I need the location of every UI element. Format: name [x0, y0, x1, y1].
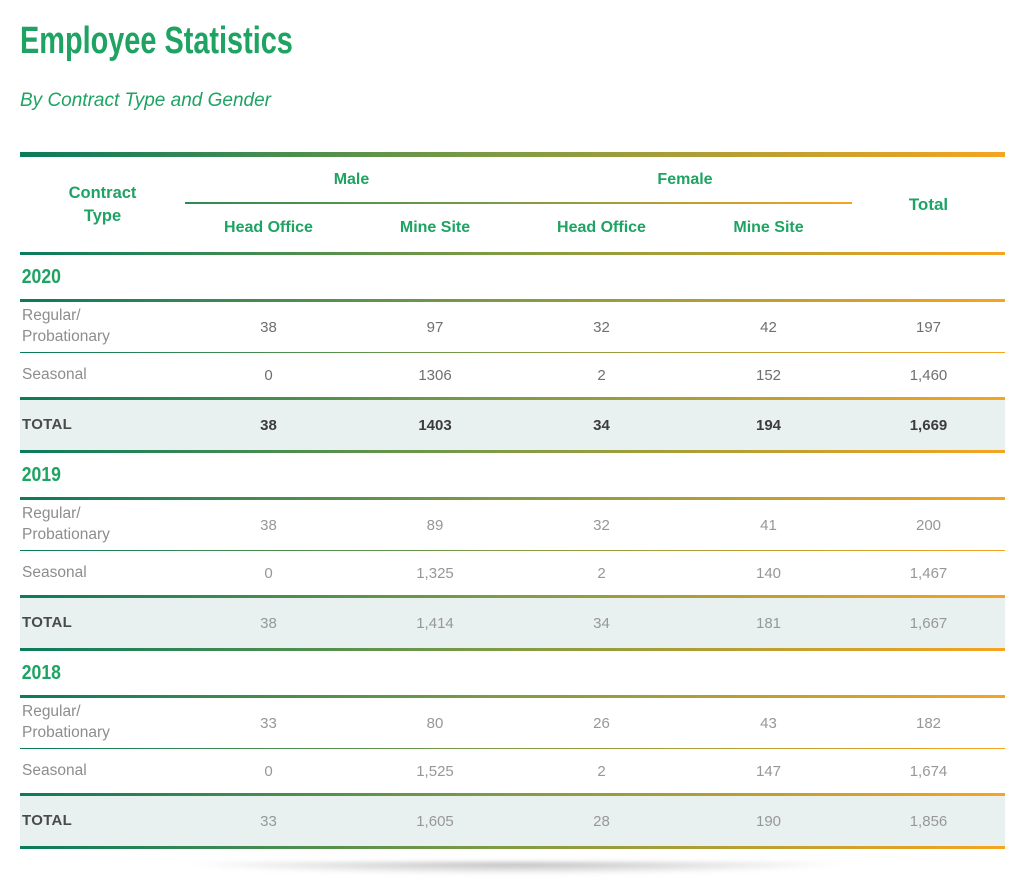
page-title: Employee Statistics	[20, 20, 1024, 62]
table-header: Contract Type Male Female Head Office Mi…	[20, 157, 1005, 252]
cell-female-head-office: 32	[518, 319, 685, 336]
year-section-2018: 2018 Regular/ Probationary 33 80 26 43 1…	[20, 651, 1005, 849]
cell-total: 200	[852, 517, 1005, 534]
divider	[20, 846, 1005, 849]
year-label: 2019	[20, 464, 61, 487]
cell-total: 1,460	[852, 367, 1005, 384]
row-total: TOTAL 33 1,605 28 190 1,856	[20, 796, 1005, 846]
cell-male-head-office: 33	[185, 715, 352, 732]
header-male-head-office: Head Office	[185, 204, 352, 252]
header-female-head-office: Head Office	[518, 204, 685, 252]
cell-female-mine-site: 42	[685, 319, 852, 336]
page-bottom-shadow	[45, 862, 985, 882]
header-total: Total	[852, 157, 1005, 252]
row-label: TOTAL	[20, 811, 138, 831]
cell-female-mine-site: 152	[685, 367, 852, 384]
year-row: 2018	[20, 651, 1005, 695]
header-contract-type: Contract Type	[20, 157, 185, 252]
cell-male-mine-site: 89	[352, 517, 518, 534]
cell-female-mine-site: 140	[685, 565, 852, 582]
cell-female-head-office: 26	[518, 715, 685, 732]
cell-male-head-office: 0	[185, 367, 352, 384]
report-page: Employee Statistics By Contract Type and…	[0, 0, 1024, 889]
cell-female-head-office: 2	[518, 763, 685, 780]
cell-male-mine-site: 80	[352, 715, 518, 732]
cell-female-head-office: 32	[518, 517, 685, 534]
employee-statistics-table: Contract Type Male Female Head Office Mi…	[20, 152, 1005, 849]
cell-female-head-office: 2	[518, 367, 685, 384]
cell-male-head-office: 33	[185, 813, 352, 830]
row-regular-probationary: Regular/ Probationary 33 80 26 43 182	[20, 698, 1005, 748]
cell-male-head-office: 38	[185, 517, 352, 534]
header-female-mine-site: Mine Site	[685, 204, 852, 252]
year-section-2019: 2019 Regular/ Probationary 38 89 32 41 2…	[20, 453, 1005, 651]
row-total: TOTAL 38 1403 34 194 1,669	[20, 400, 1005, 450]
page-title-text: Employee Statistics	[20, 20, 293, 63]
cell-total: 1,667	[852, 615, 1005, 632]
header-contract-type-text: Contract Type	[61, 182, 145, 227]
row-seasonal: Seasonal 0 1306 2 152 1,460	[20, 353, 1005, 397]
row-label: Regular/ Probationary	[20, 702, 138, 744]
cell-total: 182	[852, 715, 1005, 732]
year-label: 2020	[20, 266, 61, 289]
cell-male-head-office: 38	[185, 417, 352, 434]
row-regular-probationary: Regular/ Probationary 38 89 32 41 200	[20, 500, 1005, 550]
row-label: TOTAL	[20, 415, 138, 435]
cell-male-mine-site: 1,605	[352, 813, 518, 830]
row-label: Seasonal	[20, 761, 138, 782]
row-total: TOTAL 38 1,414 34 181 1,667	[20, 598, 1005, 648]
cell-male-head-office: 38	[185, 319, 352, 336]
cell-total: 1,674	[852, 763, 1005, 780]
cell-male-mine-site: 97	[352, 319, 518, 336]
header-male-mine-site: Mine Site	[352, 204, 518, 252]
year-section-2020: 2020 Regular/ Probationary 38 97 32 42 1…	[20, 255, 1005, 453]
cell-female-mine-site: 190	[685, 813, 852, 830]
cell-female-head-office: 34	[518, 417, 685, 434]
row-label: Seasonal	[20, 563, 138, 584]
year-row: 2019	[20, 453, 1005, 497]
cell-female-mine-site: 41	[685, 517, 852, 534]
cell-female-head-office: 2	[518, 565, 685, 582]
cell-male-mine-site: 1403	[352, 417, 518, 434]
cell-male-mine-site: 1,325	[352, 565, 518, 582]
cell-total: 1,856	[852, 813, 1005, 830]
row-seasonal: Seasonal 0 1,325 2 140 1,467	[20, 551, 1005, 595]
cell-male-mine-site: 1306	[352, 367, 518, 384]
row-seasonal: Seasonal 0 1,525 2 147 1,674	[20, 749, 1005, 793]
cell-female-mine-site: 181	[685, 615, 852, 632]
cell-female-mine-site: 43	[685, 715, 852, 732]
header-group-male: Male	[185, 157, 518, 202]
cell-male-head-office: 38	[185, 615, 352, 632]
cell-female-mine-site: 147	[685, 763, 852, 780]
row-label: TOTAL	[20, 613, 138, 633]
cell-male-mine-site: 1,525	[352, 763, 518, 780]
cell-male-head-office: 0	[185, 565, 352, 582]
cell-total: 1,669	[852, 417, 1005, 434]
row-label: Regular/ Probationary	[20, 504, 138, 546]
cell-female-head-office: 34	[518, 615, 685, 632]
header-group-female: Female	[518, 157, 852, 202]
cell-total: 1,467	[852, 565, 1005, 582]
row-label: Regular/ Probationary	[20, 306, 138, 348]
year-row: 2020	[20, 255, 1005, 299]
cell-female-head-office: 28	[518, 813, 685, 830]
cell-female-mine-site: 194	[685, 417, 852, 434]
cell-male-head-office: 0	[185, 763, 352, 780]
cell-total: 197	[852, 319, 1005, 336]
year-label: 2018	[20, 662, 61, 685]
row-regular-probationary: Regular/ Probationary 38 97 32 42 197	[20, 302, 1005, 352]
row-label: Seasonal	[20, 365, 138, 386]
cell-male-mine-site: 1,414	[352, 615, 518, 632]
page-subtitle: By Contract Type and Gender	[20, 90, 1024, 114]
